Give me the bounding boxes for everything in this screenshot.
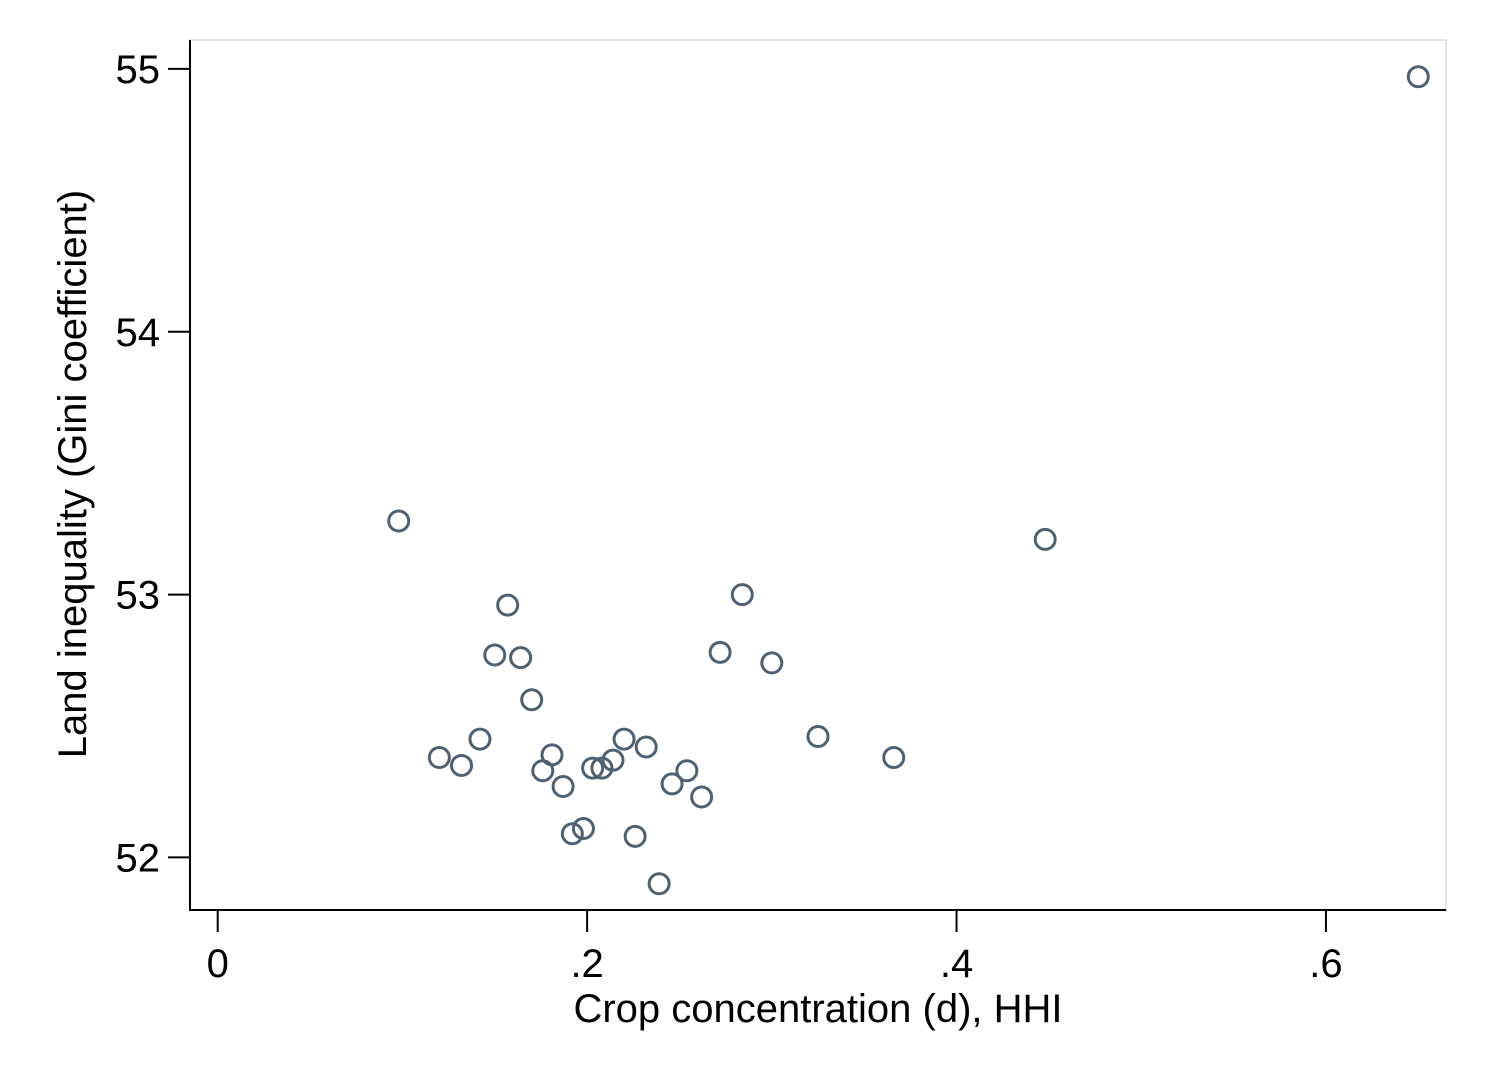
data-point bbox=[427, 746, 451, 770]
data-point bbox=[675, 759, 699, 783]
data-point bbox=[690, 785, 714, 809]
data-point bbox=[708, 640, 732, 664]
data-point bbox=[520, 688, 544, 712]
y-axis-ticks: 52 53 54 55 bbox=[116, 48, 190, 880]
data-point bbox=[540, 743, 564, 767]
data-point bbox=[387, 509, 411, 533]
data-point bbox=[551, 774, 575, 798]
y-tick-label: 54 bbox=[116, 311, 161, 355]
points-layer bbox=[387, 65, 1430, 896]
data-point bbox=[571, 817, 595, 841]
x-tick-label: .4 bbox=[940, 942, 973, 986]
data-point bbox=[730, 583, 754, 607]
data-point bbox=[806, 725, 830, 749]
x-axis-ticks: 0 .2 .4 .6 bbox=[207, 910, 1343, 986]
y-tick-label: 52 bbox=[116, 836, 161, 880]
x-tick-label: .6 bbox=[1309, 942, 1342, 986]
data-point bbox=[468, 727, 492, 751]
y-tick-label: 53 bbox=[116, 574, 161, 618]
x-tick-label: .2 bbox=[570, 942, 603, 986]
data-point bbox=[623, 824, 647, 848]
x-axis-title: Crop concentration (d), HHI bbox=[573, 987, 1062, 1031]
y-axis-title: Land inequality (Gini coefficient) bbox=[51, 190, 95, 758]
x-tick-label: 0 bbox=[207, 942, 229, 986]
data-point bbox=[882, 746, 906, 770]
data-point bbox=[450, 753, 474, 777]
data-point bbox=[581, 756, 605, 780]
plot-region bbox=[189, 39, 1447, 911]
data-point bbox=[601, 748, 625, 772]
data-point bbox=[760, 651, 784, 675]
y-tick-label: 55 bbox=[116, 48, 161, 92]
data-point bbox=[647, 872, 671, 896]
data-point bbox=[612, 727, 636, 751]
data-point bbox=[560, 822, 584, 846]
data-point bbox=[634, 735, 658, 759]
data-point bbox=[509, 646, 533, 670]
data-point bbox=[1033, 527, 1057, 551]
data-point bbox=[483, 643, 507, 667]
data-point bbox=[660, 772, 684, 796]
data-point bbox=[1406, 65, 1430, 89]
data-point bbox=[496, 593, 520, 617]
